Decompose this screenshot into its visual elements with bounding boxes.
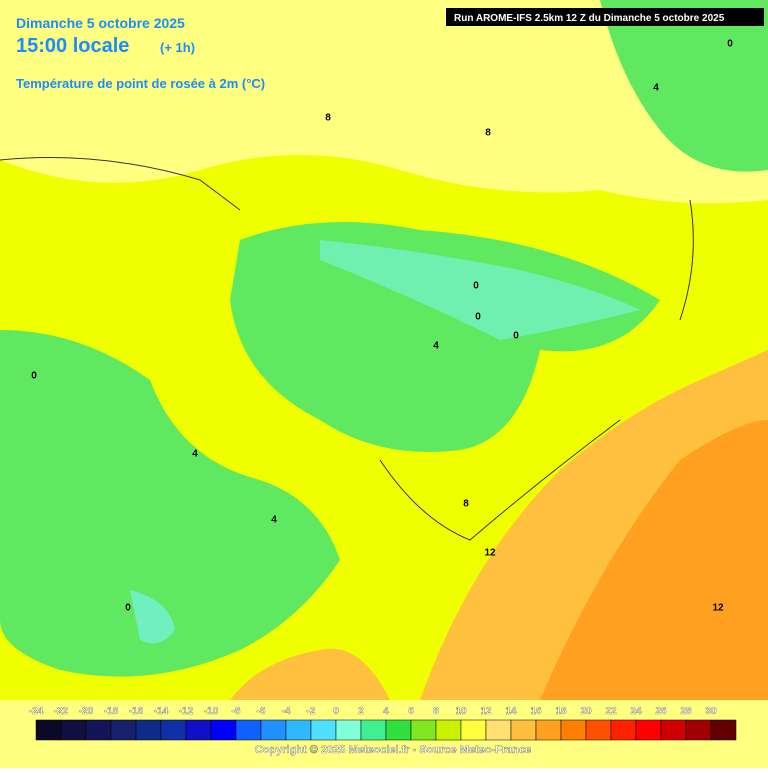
region-light-yellow xyxy=(0,0,768,204)
copyright: Copyright © 2025 Meteociel.fr - Source M… xyxy=(255,744,531,756)
contour-label: 8 xyxy=(325,113,331,124)
scale-label: -16 xyxy=(129,706,144,717)
contour-label: 8 xyxy=(485,128,491,139)
scale-label: -12 xyxy=(179,706,194,717)
scale-swatch xyxy=(585,719,612,741)
contour-label: 4 xyxy=(653,83,659,94)
scale-label: 16 xyxy=(530,706,542,717)
contour-label: 0 xyxy=(513,331,519,342)
scale-swatch xyxy=(535,719,562,741)
contour-label: 0 xyxy=(31,371,37,382)
scale-swatch xyxy=(235,719,262,741)
scale-label: 24 xyxy=(630,706,642,717)
scale-swatch xyxy=(335,719,362,741)
scale-label: -4 xyxy=(282,706,291,717)
scale-swatch xyxy=(185,719,212,741)
scale-swatch xyxy=(210,719,237,741)
scale-swatch xyxy=(435,719,462,741)
scale-label: -18 xyxy=(104,706,119,717)
scale-swatch xyxy=(60,719,87,741)
contour-label: 8 xyxy=(463,499,469,510)
scale-label: 14 xyxy=(505,706,517,717)
contour-label: 0 xyxy=(125,603,131,614)
scale-label: -10 xyxy=(204,706,219,717)
scale-label: 26 xyxy=(655,706,667,717)
scale-swatch xyxy=(485,719,512,741)
scale-label: -2 xyxy=(307,706,316,717)
scale-label: 8 xyxy=(433,706,439,717)
scale-label: 2 xyxy=(358,706,364,717)
scale-label: 20 xyxy=(580,706,592,717)
contour-label: 0 xyxy=(727,39,733,50)
region-cyan-sw xyxy=(130,590,175,644)
scale-swatch xyxy=(285,719,312,741)
region-green-ne xyxy=(600,0,768,172)
contour-label: 0 xyxy=(473,281,479,292)
scale-swatch xyxy=(85,719,112,741)
scale-label: -22 xyxy=(54,706,69,717)
scale-label: -8 xyxy=(232,706,241,717)
contour-label: 12 xyxy=(712,603,724,614)
scale-swatch xyxy=(35,719,62,741)
scale-label: 10 xyxy=(455,706,467,717)
region-orange-sw xyxy=(230,648,390,700)
scale-swatch xyxy=(110,719,137,741)
scale-swatch xyxy=(385,719,412,741)
scale-swatch xyxy=(410,719,437,741)
scale-label: -24 xyxy=(29,706,44,717)
scale-swatch xyxy=(310,719,337,741)
region-cyan xyxy=(320,240,640,340)
scale-label: -6 xyxy=(257,706,266,717)
scale-label: 30 xyxy=(705,706,717,717)
contour-label: 0 xyxy=(475,312,481,323)
scale-label: -20 xyxy=(79,706,94,717)
parameter: Température de point de rosée à 2m (°C) xyxy=(16,76,265,91)
scale-label: 28 xyxy=(680,706,692,717)
offset: (+ 1h) xyxy=(160,40,195,55)
scale-label: 6 xyxy=(408,706,414,717)
scale-swatch xyxy=(710,719,737,741)
scale-swatch xyxy=(460,719,487,741)
scale-swatch xyxy=(635,719,662,741)
scale-label: 0 xyxy=(333,706,339,717)
run-info: Run AROME-IFS 2.5km 12 Z du Dimanche 5 o… xyxy=(454,13,725,24)
time: 15:00 locale xyxy=(16,35,129,57)
contour-label: 4 xyxy=(271,515,277,526)
scale-swatch xyxy=(660,719,687,741)
scale-label: 18 xyxy=(555,706,567,717)
scale-label: -14 xyxy=(154,706,169,717)
scale-swatch xyxy=(360,719,387,741)
scale-swatch xyxy=(160,719,187,741)
border-lines xyxy=(0,157,694,541)
region-green-sw xyxy=(0,330,340,677)
region-dark-orange xyxy=(540,420,768,700)
date: Dimanche 5 octobre 2025 xyxy=(16,15,185,31)
scale-label: 12 xyxy=(480,706,492,717)
scale-swatch xyxy=(685,719,712,741)
scale-swatch xyxy=(560,719,587,741)
contour-label: 4 xyxy=(433,341,439,352)
run-box xyxy=(446,8,764,26)
scale-swatch xyxy=(510,719,537,741)
scale-label: 22 xyxy=(605,706,617,717)
contour-label: 12 xyxy=(484,548,496,559)
scale-swatch xyxy=(135,719,162,741)
scale-swatch xyxy=(610,719,637,741)
contour-label: 4 xyxy=(192,449,198,460)
scale-label: 4 xyxy=(383,706,389,717)
scale-swatch xyxy=(260,719,287,741)
